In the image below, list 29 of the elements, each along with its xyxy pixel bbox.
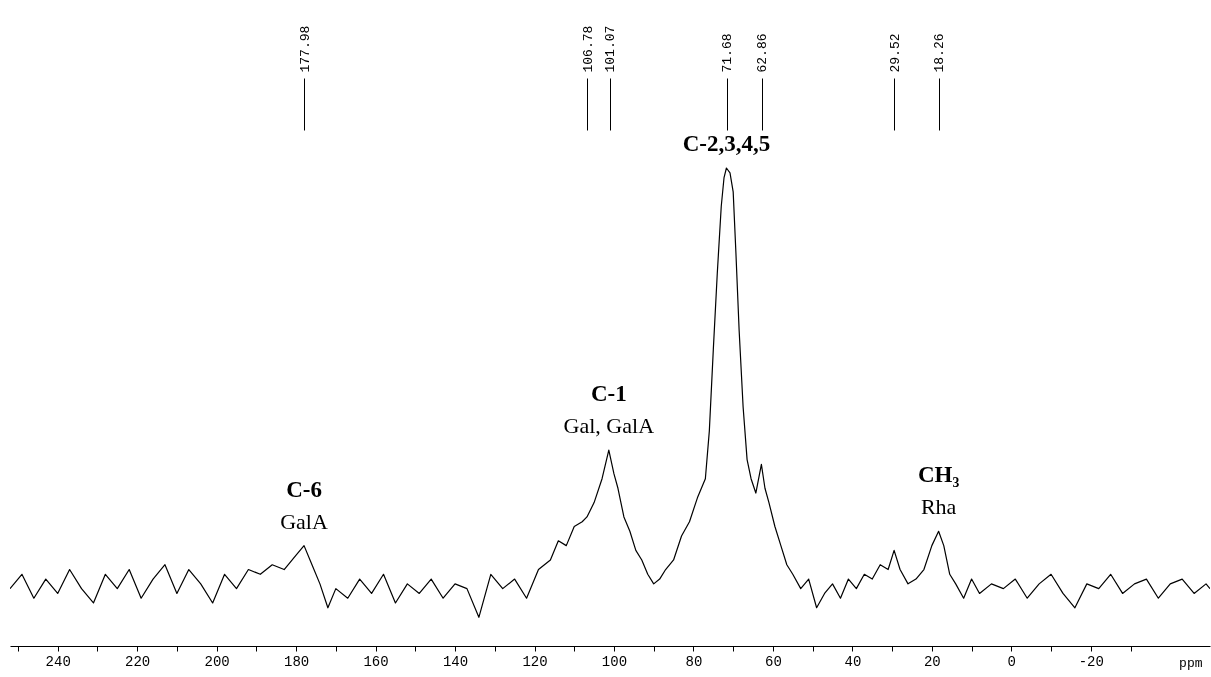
x2-tick-label: 101.07 (603, 25, 619, 73)
annotation: CH₃ (917, 462, 960, 488)
x-tick-label: 120 (522, 653, 548, 670)
x-tick-label: 200 (204, 653, 230, 670)
x-tick-label: 100 (601, 653, 628, 670)
x-tick-label: 0 (1007, 653, 1017, 670)
x2-tick-label: 29.52 (887, 33, 903, 73)
annotation: Gal, GalA (563, 413, 655, 439)
x-tick-label: 80 (685, 653, 703, 670)
annotation: Rha (920, 494, 957, 520)
x-tick-label: -20 (1078, 653, 1104, 670)
annotation: GalA (280, 508, 328, 534)
x2-tick-label: 106.78 (580, 25, 596, 73)
x-tick-label: 180 (283, 653, 310, 670)
annotation: C-1 (590, 381, 627, 407)
annotation: C-2,3,4,5 (682, 131, 771, 156)
x-tick-label: 20 (923, 653, 941, 670)
x-tick-label: 60 (765, 653, 782, 670)
x2-tick-label: 177.98 (297, 25, 313, 73)
x-axis-title: ppm (1179, 655, 1203, 671)
x2-tick-label: 71.68 (720, 33, 735, 73)
x-tick-label: 160 (363, 653, 389, 670)
x2-tick-label: 62.86 (755, 33, 771, 73)
annotation: C-6 (286, 476, 322, 502)
x-tick-label: 240 (45, 653, 71, 670)
x-tick-label: 140 (442, 653, 469, 670)
x-tick-label: 220 (125, 653, 151, 670)
x-tick-label: 40 (844, 653, 862, 670)
x2-tick-label: 18.26 (932, 33, 948, 73)
